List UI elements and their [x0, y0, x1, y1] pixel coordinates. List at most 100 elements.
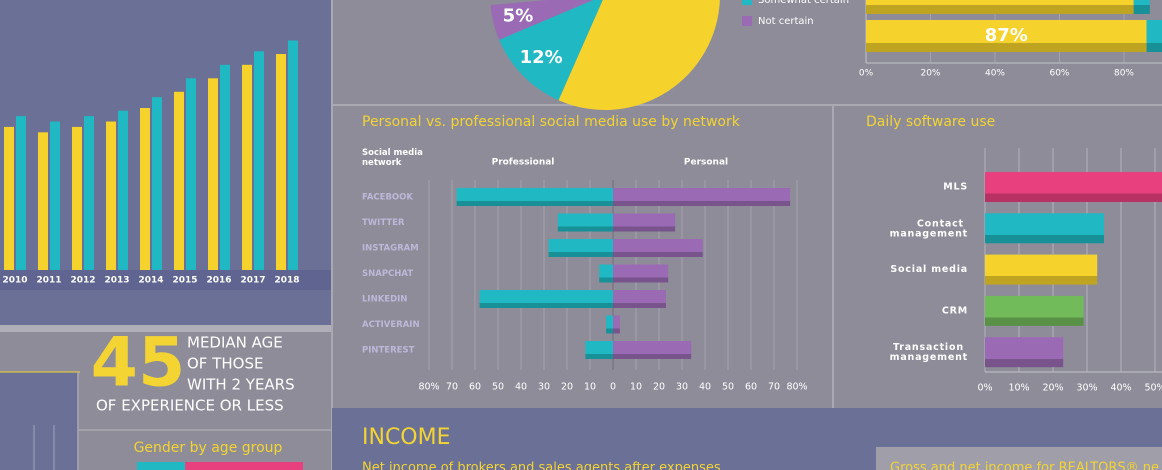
- legend-swatch: [742, 0, 752, 5]
- bar: [613, 315, 620, 334]
- note-line: WITH 2 YEARS: [187, 376, 295, 394]
- bar: [456, 188, 613, 206]
- column-header: Professional: [492, 158, 555, 168]
- x-tick-label: 30: [676, 382, 688, 393]
- note-line: MEDIAN AGE: [187, 334, 283, 352]
- bar-segment: [1146, 20, 1162, 52]
- x-tick-label: 10: [630, 382, 642, 393]
- x-tick-label: 30: [538, 382, 550, 393]
- column-header: Personal: [684, 158, 728, 168]
- bar: [613, 188, 791, 206]
- bar: [208, 78, 218, 270]
- x-tick-label: 30%: [1076, 383, 1097, 394]
- label-line: management: [890, 228, 968, 239]
- category-label: FACEBOOK: [362, 193, 413, 203]
- bar: [613, 264, 669, 283]
- legend-label: Somewhat certain: [758, 0, 849, 6]
- category-label: Contact management: [890, 218, 968, 239]
- x-tick-label: 10: [584, 382, 596, 393]
- category-label: PINTEREST: [362, 346, 415, 356]
- x-tick-label: 80%: [1114, 69, 1134, 79]
- bar: [613, 290, 666, 308]
- x-tick-label: 80%: [418, 382, 439, 393]
- category-label: LINKEDIN: [362, 295, 407, 305]
- label-line: network: [362, 158, 402, 168]
- label-line: Social media: [362, 148, 426, 158]
- bar: [479, 290, 613, 308]
- bar: [16, 116, 26, 270]
- x-tick-label: 2017: [240, 276, 265, 286]
- year-row: [0, 270, 332, 290]
- pie-slice: [558, 0, 720, 110]
- legend-label: Not certain: [758, 16, 814, 27]
- bar: [4, 126, 14, 271]
- data-label: 87%: [985, 25, 1028, 46]
- x-tick-label: 0%: [977, 383, 992, 394]
- chart-title: Personal vs. professional social media u…: [362, 114, 741, 130]
- x-tick-label: 20%: [920, 69, 940, 79]
- bar: [118, 110, 128, 270]
- bar: [613, 239, 703, 257]
- section-subtitle: Net income of brokers and sales agents a…: [362, 461, 721, 470]
- bar: [599, 264, 613, 283]
- section-heading: INCOME: [362, 425, 451, 450]
- bar-segment: [866, 0, 1134, 14]
- x-tick-label: 10%: [1008, 383, 1029, 394]
- bar: [985, 295, 1084, 326]
- x-tick-label: 60: [745, 382, 757, 393]
- bar: [985, 213, 1104, 244]
- bar: [254, 51, 264, 270]
- data-label: 5%: [503, 6, 534, 27]
- x-tick-label: 60: [469, 382, 481, 393]
- x-tick-label: 2011: [36, 276, 61, 286]
- bar: [186, 78, 196, 270]
- column-header: Social media network: [362, 148, 426, 168]
- category-label: INSTAGRAM: [362, 244, 419, 254]
- bar: [140, 108, 150, 270]
- x-tick-label: 2013: [104, 276, 129, 286]
- bar: [174, 91, 184, 270]
- bar: [557, 213, 613, 232]
- section-subtitle: Gross and net income for REALTORS® ne: [890, 461, 1159, 470]
- x-tick-label: 0: [610, 382, 616, 393]
- x-tick-label: 2014: [138, 276, 163, 286]
- x-tick-label: 2010: [2, 276, 27, 286]
- category-label: CRM: [942, 305, 968, 316]
- big-number: 45: [91, 324, 186, 403]
- x-tick-label: 0%: [859, 69, 874, 79]
- x-tick-label: 2015: [172, 276, 197, 286]
- note-line: OF EXPERIENCE OR LESS: [96, 397, 284, 415]
- x-tick-label: 2018: [274, 276, 299, 286]
- bar: [985, 337, 1064, 368]
- x-tick-label: 40: [699, 382, 711, 393]
- panel-income-right: [876, 447, 1162, 470]
- bar: [985, 254, 1098, 285]
- bar-segment: [185, 462, 303, 470]
- note-line: OF THOSE: [187, 355, 263, 373]
- category-label: SNAPCHAT: [362, 269, 413, 279]
- bar: [106, 121, 116, 270]
- category-label: MLS: [943, 182, 968, 193]
- bar-segment: [137, 462, 186, 470]
- panel-tile: [0, 372, 78, 470]
- bar: [288, 40, 298, 270]
- x-tick-label: 70: [768, 382, 780, 393]
- bar: [548, 239, 613, 257]
- bar: [152, 97, 162, 270]
- bar: [613, 341, 692, 359]
- bar: [84, 116, 94, 270]
- x-tick-label: 50: [492, 382, 504, 393]
- label-line: Transaction: [893, 342, 968, 353]
- x-tick-label: 60%: [1049, 69, 1069, 79]
- x-tick-label: 2012: [70, 276, 95, 286]
- category-label: Social media: [890, 264, 968, 275]
- label-line: Contact: [917, 218, 968, 229]
- bar: [242, 64, 252, 270]
- x-tick-label: 50: [722, 382, 734, 393]
- label-line: management: [890, 352, 968, 363]
- bar: [220, 64, 230, 270]
- x-tick-label: 20: [653, 382, 665, 393]
- legend-swatch: [742, 16, 752, 26]
- bar-segment: [866, 20, 1147, 52]
- category-label: ACTIVERAIN: [362, 320, 420, 330]
